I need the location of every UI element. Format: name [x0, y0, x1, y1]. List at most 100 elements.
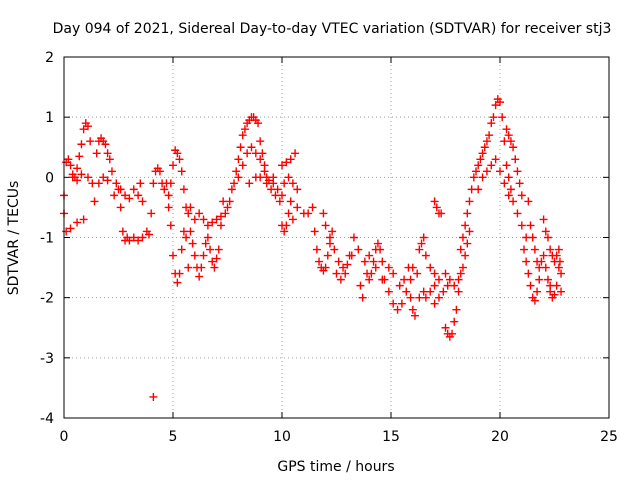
- data-point: [441, 323, 450, 332]
- data-point: [66, 224, 75, 233]
- data-point: [417, 239, 426, 248]
- data-point: [99, 173, 108, 182]
- data-point: [116, 203, 125, 212]
- data-point: [474, 161, 483, 170]
- data-point: [201, 239, 210, 248]
- data-point: [203, 233, 212, 242]
- data-point: [476, 155, 485, 164]
- data-point: [169, 161, 177, 170]
- data-point: [502, 125, 511, 134]
- data-point: [325, 233, 334, 242]
- x-tick-label: 5: [169, 429, 178, 445]
- data-point: [92, 149, 101, 158]
- data-point: [554, 263, 563, 272]
- data-point: [110, 191, 119, 200]
- data-point: [256, 137, 265, 146]
- data-point: [461, 221, 470, 230]
- data-point: [358, 293, 367, 302]
- data-point: [136, 179, 145, 188]
- data-point: [393, 305, 402, 314]
- data-point: [184, 263, 193, 272]
- data-point: [478, 149, 487, 158]
- data-point: [463, 209, 472, 218]
- data-point: [410, 311, 419, 320]
- data-point: [312, 245, 321, 254]
- data-point: [118, 227, 127, 236]
- data-point: [125, 194, 134, 203]
- data-point: [188, 239, 197, 248]
- data-point: [216, 212, 225, 221]
- data-point: [506, 137, 515, 146]
- data-point: [203, 221, 212, 230]
- data-point: [378, 257, 387, 266]
- data-point: [328, 227, 337, 236]
- data-point: [177, 245, 186, 254]
- data-point: [293, 185, 302, 194]
- data-point: [319, 209, 328, 218]
- data-point: [439, 287, 448, 296]
- data-point: [504, 173, 513, 182]
- data-point: [557, 269, 566, 278]
- data-point: [557, 287, 566, 296]
- data-point: [208, 218, 217, 227]
- data-point: [517, 221, 526, 230]
- data-point: [107, 167, 116, 176]
- data-point: [487, 119, 496, 128]
- data-point: [458, 263, 467, 272]
- data-point: [186, 227, 195, 236]
- data-point: [463, 239, 472, 248]
- data-point: [282, 221, 291, 230]
- data-point: [413, 269, 422, 278]
- data-point: [546, 287, 555, 296]
- data-point: [105, 155, 114, 164]
- data-point: [504, 191, 513, 200]
- data-point: [221, 209, 230, 218]
- data-point: [491, 155, 500, 164]
- data-point: [147, 209, 156, 218]
- data-point: [66, 161, 75, 170]
- data-point: [373, 239, 382, 248]
- data-point: [282, 158, 291, 167]
- data-point: [522, 257, 531, 266]
- data-point: [79, 125, 88, 134]
- x-tick-label: 15: [382, 429, 400, 445]
- data-point: [138, 197, 147, 206]
- data-point: [75, 152, 84, 161]
- data-point: [262, 179, 271, 188]
- data-point: [278, 191, 286, 200]
- data-point: [273, 185, 282, 194]
- data-point: [164, 191, 173, 200]
- data-point: [291, 149, 300, 158]
- data-point: [478, 173, 487, 182]
- data-point: [496, 98, 504, 107]
- data-point: [195, 209, 204, 218]
- y-tick-label: -1: [40, 231, 54, 247]
- data-point: [116, 185, 125, 194]
- data-point: [474, 185, 483, 194]
- data-point: [465, 227, 474, 236]
- data-point: [256, 155, 265, 164]
- data-point: [64, 155, 73, 164]
- data-point: [339, 263, 348, 272]
- data-point: [323, 251, 332, 260]
- data-point: [225, 197, 234, 206]
- data-point: [437, 209, 446, 218]
- data-point: [206, 245, 215, 254]
- data-point: [197, 263, 206, 272]
- data-point: [515, 179, 524, 188]
- data-point: [380, 275, 389, 284]
- data-point: [166, 221, 175, 230]
- data-point: [258, 149, 267, 158]
- data-point: [469, 173, 478, 182]
- data-point: [212, 215, 221, 224]
- data-point: [175, 269, 184, 278]
- data-point: [450, 317, 459, 326]
- data-point: [369, 257, 378, 266]
- data-point: [83, 173, 92, 182]
- data-point: [530, 245, 539, 254]
- data-point: [90, 197, 99, 206]
- data-point: [496, 167, 504, 176]
- data-point: [86, 137, 95, 146]
- data-point: [489, 113, 498, 122]
- data-point: [208, 257, 217, 266]
